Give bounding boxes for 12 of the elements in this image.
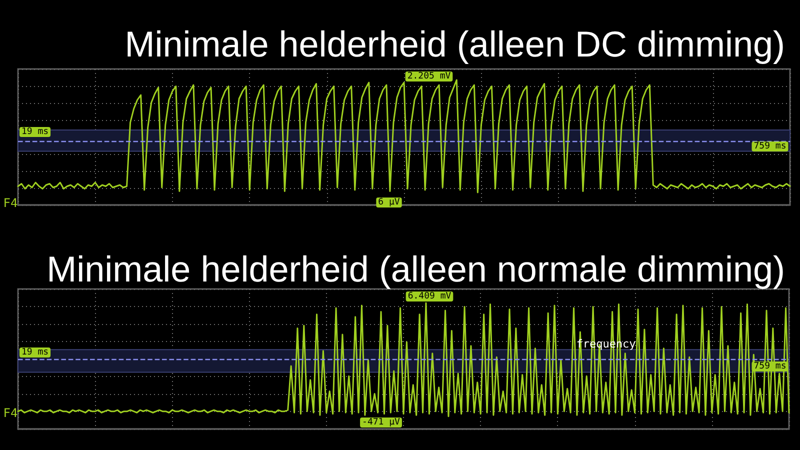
annotation: -471 µV [362, 418, 401, 428]
chart-title: Minimale helderheid (alleen normale dimming) [46, 248, 786, 290]
annotation: 759 ms [754, 362, 786, 372]
annotation: 19 ms [21, 348, 49, 358]
chart-title: Minimale helderheid (alleen DC dimming) [124, 24, 786, 64]
text: F4 [3, 196, 18, 210]
text: F4 [3, 406, 18, 420]
annotation: 19 ms [21, 127, 49, 137]
annotation: 759 ms [754, 142, 786, 152]
annotation: 2.205 mV [407, 72, 452, 82]
text: 6.409 mV [408, 292, 452, 302]
annotation: 6 µV [378, 198, 400, 208]
